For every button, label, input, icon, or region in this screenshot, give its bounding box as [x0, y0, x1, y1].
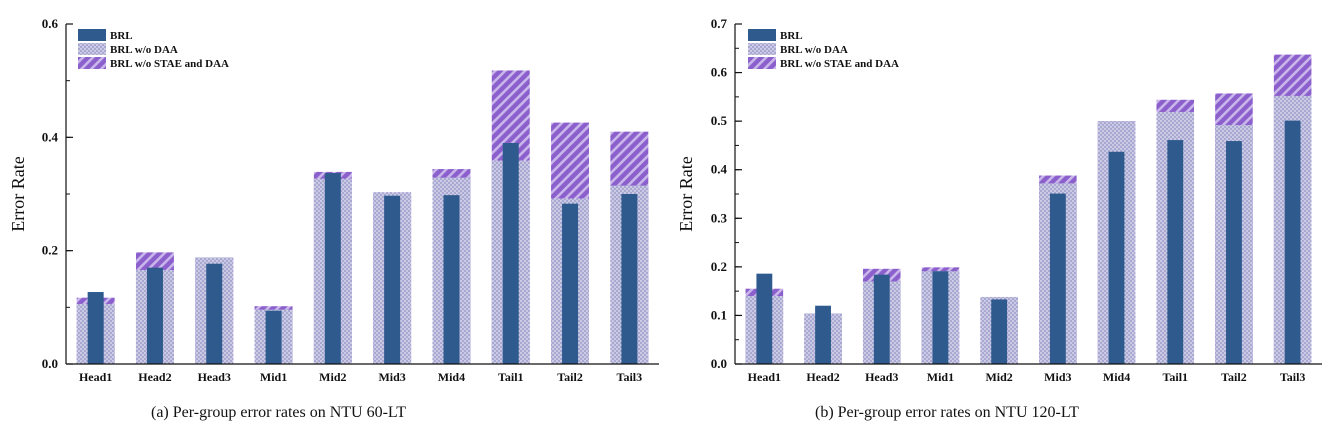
y-tick-label: 0.4	[711, 162, 728, 177]
bar-brl	[815, 305, 831, 364]
legend: BRL BRL w/o DAA BRL w/o STAE and DAA	[78, 29, 229, 70]
chart-panel-b: Head1 Head2 Head3 Mid1 Mid2 Mid3 Mid4 Tail1 Tail…	[676, 16, 1322, 384]
x-tick-label: Head3	[865, 370, 898, 384]
legend-label: BRL w/o STAE and DAA	[110, 58, 229, 70]
chart-panel-a: Head1 Head2 Head3 Mid1 Mid2 Mid3 Mid4 Tail1 Tail…	[8, 16, 659, 384]
bar-brl	[873, 274, 890, 364]
bar-brl	[1226, 141, 1242, 364]
bar-brl	[206, 263, 223, 364]
x-tick-label: Mid3	[1044, 370, 1071, 384]
bar-brl	[562, 203, 579, 364]
x-tick-label: Mid2	[319, 370, 346, 384]
y-tick-label: 0.4	[42, 129, 59, 144]
bar-brl	[756, 273, 773, 364]
bar-brl	[324, 173, 341, 364]
legend-label: BRL w/o DAA	[780, 44, 848, 56]
bar-brl	[1167, 140, 1184, 364]
bar-brl	[1049, 193, 1066, 364]
bar-brl	[502, 143, 519, 364]
x-tick-label: Head2	[138, 370, 171, 384]
x-tick-label: Tail3	[617, 370, 643, 384]
x-tick-label: Mid3	[378, 370, 405, 384]
bar-brl	[146, 267, 163, 364]
x-tick-label: Mid2	[985, 370, 1012, 384]
y-tick-label: 0.5	[711, 113, 728, 128]
x-tick-label: Head1	[79, 370, 112, 384]
x-tick-label: Head3	[198, 370, 231, 384]
x-tick-label: Tail3	[1280, 370, 1306, 384]
bar-brl	[991, 299, 1008, 364]
y-axis-title: Error Rate	[676, 156, 696, 231]
bar-brl	[1108, 151, 1125, 364]
x-tick-label: Head2	[806, 370, 839, 384]
x-tick-label: Mid1	[260, 370, 287, 384]
bar-brl	[932, 271, 949, 364]
legend-label: BRL	[110, 30, 133, 42]
caption-b: (b) Per-group error rates on NTU 120-LT	[815, 404, 1079, 421]
legend-swatch	[78, 29, 106, 41]
caption-a: (a) Per-group error rates on NTU 60-LT	[151, 404, 406, 421]
x-tick-label: Head1	[748, 370, 781, 384]
bar-brl	[384, 195, 401, 364]
y-tick-label: 0.6	[711, 65, 728, 80]
legend-swatch	[748, 43, 776, 55]
bar-brl	[443, 195, 460, 364]
legend-swatch	[78, 57, 106, 69]
bar-brl	[621, 194, 638, 364]
y-tick-label: 0.7	[711, 16, 728, 31]
x-tick-label: Tail1	[498, 370, 524, 384]
legend-label: BRL w/o DAA	[110, 44, 178, 56]
bar-brl	[1284, 120, 1301, 365]
x-tick-label: Tail2	[1221, 370, 1247, 384]
y-tick-label: 0.0	[42, 356, 58, 371]
legend-swatch	[748, 29, 776, 41]
x-tick-label: Tail1	[1162, 370, 1188, 384]
legend-label: BRL w/o STAE and DAA	[780, 58, 899, 70]
legend-label: BRL	[780, 30, 803, 42]
y-tick-label: 0.1	[711, 307, 727, 322]
y-tick-label: 0.3	[711, 210, 728, 225]
y-tick-label: 0.2	[42, 243, 58, 258]
y-tick-label: 0.6	[42, 16, 59, 31]
legend-swatch	[78, 43, 106, 55]
legend-swatch	[748, 57, 776, 69]
bar-brl	[87, 292, 104, 364]
x-tick-label: Tail2	[557, 370, 583, 384]
x-tick-label: Mid1	[927, 370, 954, 384]
y-tick-label: 0.2	[711, 259, 727, 274]
y-tick-label: 0.0	[711, 356, 727, 371]
y-axis-title: Error Rate	[8, 156, 28, 231]
bar-brl	[265, 310, 282, 364]
x-tick-label: Mid4	[438, 370, 465, 384]
x-tick-label: Mid4	[1103, 370, 1130, 384]
legend: BRL BRL w/o DAA BRL w/o STAE and DAA	[748, 29, 899, 70]
